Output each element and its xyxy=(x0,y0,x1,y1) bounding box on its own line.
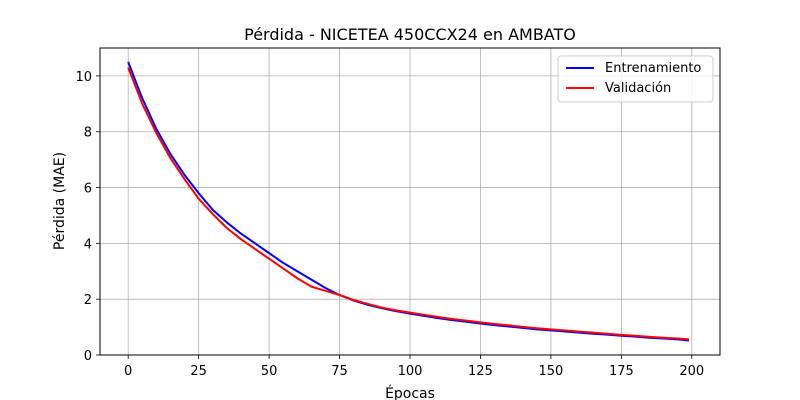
x-tick-label: 0 xyxy=(124,364,132,379)
y-tick-label: 10 xyxy=(75,70,92,85)
x-tick-label: 75 xyxy=(331,364,348,379)
series-line-validacion xyxy=(127,67,690,341)
x-tick-label: 175 xyxy=(609,364,634,379)
y-tick-label: 8 xyxy=(84,126,92,141)
x-tick-label: 200 xyxy=(679,364,704,379)
legend-label-entrenamiento: Entrenamiento xyxy=(605,61,701,76)
y-tick-label: 0 xyxy=(84,349,92,364)
x-axis-ticks: 0 25 50 75 100 125 150 175 200 xyxy=(124,355,704,379)
y-tick-label: 4 xyxy=(84,237,92,252)
x-tick-label: 150 xyxy=(538,364,563,379)
y-tick-label: 2 xyxy=(84,293,92,308)
series-line-entrenamiento xyxy=(127,61,690,342)
chart-title: Pérdida - NICETEA 450CCX24 en AMBATO xyxy=(244,25,576,44)
y-axis-label: Pérdida (MAE) xyxy=(52,152,68,250)
y-axis-ticks: 0 2 4 6 8 10 xyxy=(75,70,100,364)
series-lines xyxy=(127,61,690,342)
y-tick-label: 6 xyxy=(84,182,92,197)
x-tick-label: 100 xyxy=(398,364,423,379)
legend-label-validacion: Validación xyxy=(605,81,671,96)
x-tick-label: 50 xyxy=(261,364,278,379)
x-tick-label: 25 xyxy=(190,364,207,379)
legend: Entrenamiento Validación xyxy=(557,55,714,103)
legend-box xyxy=(557,55,714,103)
x-axis-label: Épocas xyxy=(385,385,435,400)
x-tick-label: 125 xyxy=(468,364,493,379)
